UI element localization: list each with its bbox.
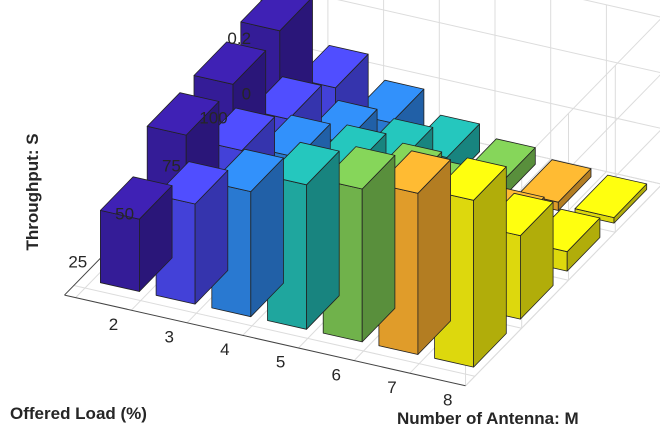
z-tick-label: 0.2 [227, 29, 251, 48]
x-tick-label: 4 [220, 340, 229, 359]
x-tick-label: 8 [443, 391, 452, 410]
x-tick-label: 5 [276, 353, 285, 372]
z-tick-label: 0 [242, 84, 251, 103]
y-tick-label: 25 [68, 252, 87, 271]
x-tick-label: 6 [332, 365, 341, 384]
back-wall-gridline [261, 0, 660, 17]
y-axis-title: Offered Load (%) [10, 404, 147, 423]
x-tick-label: 3 [164, 328, 173, 347]
bars-layer [100, 0, 646, 367]
x-tick-label: 7 [387, 378, 396, 397]
x-tick-label: 2 [109, 315, 118, 334]
y-tick-label: 50 [115, 204, 134, 223]
y-tick-label: 100 [199, 108, 227, 127]
bar-side-face [418, 160, 451, 355]
y-tick-label: 75 [162, 156, 181, 175]
z-axis-title: Throughput: S [23, 133, 42, 250]
x-axis-title: Number of Antenna: M [397, 409, 579, 428]
bar-side-face [474, 167, 507, 367]
